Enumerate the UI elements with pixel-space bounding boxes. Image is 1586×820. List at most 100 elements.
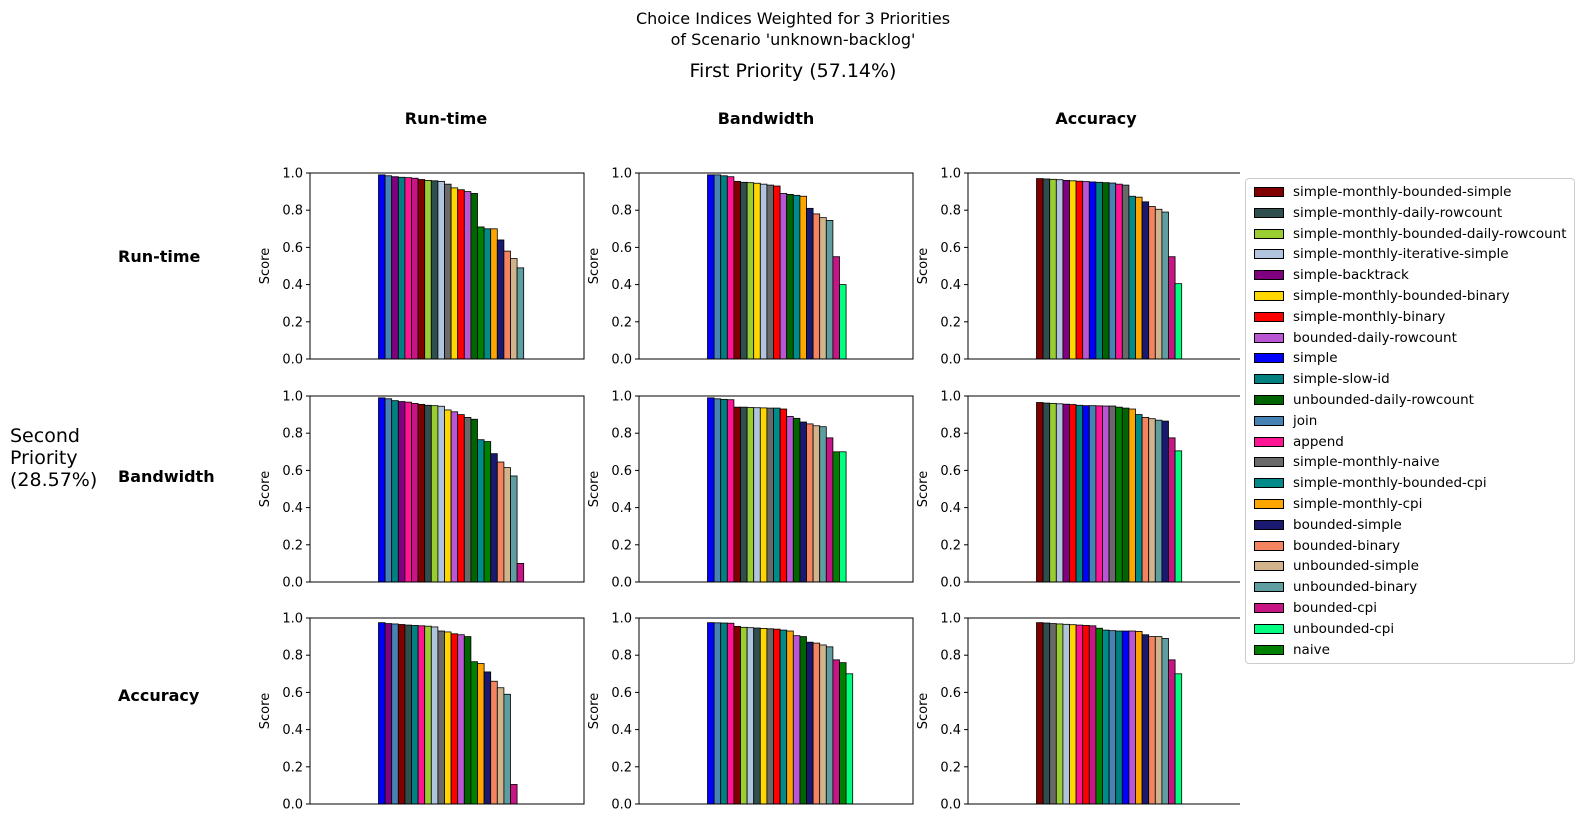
legend-entry: simple-monthly-daily-rowcount [1254,203,1502,223]
y-tick-label: 1.0 [282,167,303,182]
y-tick-label: 0.6 [611,686,632,701]
subplot-bandwidth-bandwidth: 0.0 0.2 0.4 0.6 0.8 1.0 Score [587,390,914,591]
bar-bounded-daily-rowcount [786,416,794,583]
legend-label: simple-backtrack [1293,267,1409,284]
bar-simple-slow-id [1115,630,1123,805]
legend-swatch [1254,332,1284,343]
bar-simple-slow-id [397,176,406,360]
y-tick-label: 1.0 [940,612,961,627]
legend-swatch [1254,249,1284,260]
bar-bounded-cpi [510,784,518,805]
subplot-bandwidth-run-time: 0.0 0.2 0.4 0.6 0.8 1.0 Score [258,390,585,591]
bar-bounded-daily-rowcount [792,635,801,805]
bar-append [404,177,412,360]
y-tick-label: 0.2 [940,315,961,330]
bar-bounded-binary [1141,416,1150,583]
legend-swatch [1254,603,1284,613]
y-tick-label: 0.2 [940,760,961,775]
bar-simple-monthly-binary [773,628,781,805]
y-tick-label: 0.6 [940,686,961,701]
bar-simple-monthly-daily-rowcount [753,627,761,805]
y-tick-label: 0.8 [940,649,961,664]
axes-frame [638,395,914,583]
bar-simple-monthly-cpi [1135,630,1143,805]
bar-unbounded-cpi [839,451,847,583]
bar-simple [707,622,715,805]
row-header-bandwidth: Bandwidth [118,467,215,486]
y-axis-label: Score [587,471,602,507]
legend-label: simple-monthly-naive [1293,454,1440,471]
bar-simple-monthly-bounded-binary [444,631,452,805]
bar-bounded-daily-rowcount [463,191,472,360]
subplot-run-time-bandwidth: 0.0 0.2 0.4 0.6 0.8 1.0 Score [587,167,914,368]
bar-simple-monthly-binary [450,633,459,805]
y-tick-label: 0.8 [282,204,303,219]
legend-entry: bounded-binary [1254,536,1400,556]
bar-bounded-daily-rowcount [1082,181,1090,360]
y-tick-label: 0.0 [282,576,303,591]
y-axis-label: Score [916,693,931,729]
y-tick-label: 1.0 [940,390,961,405]
legend-label: naive [1293,641,1330,658]
bar-unbounded-binary [1154,419,1163,583]
bar-bounded-simple [483,671,492,805]
bar-unbounded-binary [825,646,834,805]
bar-simple-monthly-bounded-cpi [1102,629,1110,805]
legend-swatch [1254,644,1284,655]
column-header-run-time: Run-time [404,109,488,128]
bar-unbounded-daily-rowcount [786,193,794,360]
legend-swatch [1254,187,1284,197]
bar-unbounded-daily-rowcount [463,636,472,805]
bar-unbounded-simple [819,644,827,805]
bar-simple-monthly-iterative-simple [746,627,755,805]
bar-simple-monthly-bounded-daily-rowcount [746,182,755,360]
bar-bounded-cpi [1168,437,1176,583]
y-tick-label: 0.2 [611,315,632,330]
bar-simple-monthly-binary [457,414,465,583]
bar-simple-monthly-naive [1121,184,1130,360]
bar-unbounded-simple [496,687,505,805]
y-tick-label: 0.0 [940,353,961,368]
bar-simple-monthly-iterative-simple [1055,403,1064,583]
subplot-accuracy-run-time: 0.0 0.2 0.4 0.6 0.8 1.0 Score [258,612,585,813]
bar-simple-monthly-cpi [477,663,485,805]
legend-entry: simple-slow-id [1254,369,1390,389]
bar-simple [707,174,715,360]
y-tick-label: 0.6 [282,241,303,256]
y-tick-label: 0.0 [611,353,632,368]
y-tick-label: 0.0 [282,353,303,368]
bar-simple-backtrack [1062,180,1070,360]
legend-label: simple-monthly-bounded-cpi [1293,475,1487,492]
bar-simple-monthly-binary [1075,180,1084,360]
legend-label: simple-monthly-binary [1293,308,1446,325]
bar-simple [378,622,386,805]
legend-entry: simple [1254,348,1338,368]
y-tick-label: 0.6 [611,464,632,479]
y-tick-label: 0.6 [282,464,303,479]
bar-simple-monthly-binary [1069,404,1077,583]
legend-label: bounded-cpi [1293,600,1377,616]
legend-swatch [1254,228,1284,239]
bar-unbounded-binary [516,267,525,360]
legend-entry: simple-monthly-bounded-cpi [1254,473,1487,493]
bar-simple-monthly-daily-rowcount [430,180,439,360]
bar-unbounded-binary [503,693,511,805]
bar-append [726,622,735,805]
bar-simple-monthly-iterative-simple [759,183,768,360]
y-axis-label: Score [258,693,273,729]
bar-simple-monthly-binary [1082,625,1090,805]
bar-append [1115,183,1123,360]
bar-unbounded-cpi [1174,450,1183,583]
legend-swatch [1254,291,1284,301]
bar-bounded-daily-rowcount [1102,405,1110,583]
legend-entry: simple-monthly-binary [1254,307,1445,327]
bar-bounded-cpi [832,659,840,805]
y-tick-label: 1.0 [940,167,961,182]
bar-unbounded-simple [1154,636,1163,805]
bar-simple-monthly-binary [779,408,788,583]
legend-swatch [1254,499,1284,509]
legend-entry: unbounded-simple [1254,556,1419,576]
bar-simple-monthly-naive [444,183,452,360]
bar-bounded-daily-rowcount [1128,630,1136,805]
y-tick-label: 1.0 [282,390,303,405]
